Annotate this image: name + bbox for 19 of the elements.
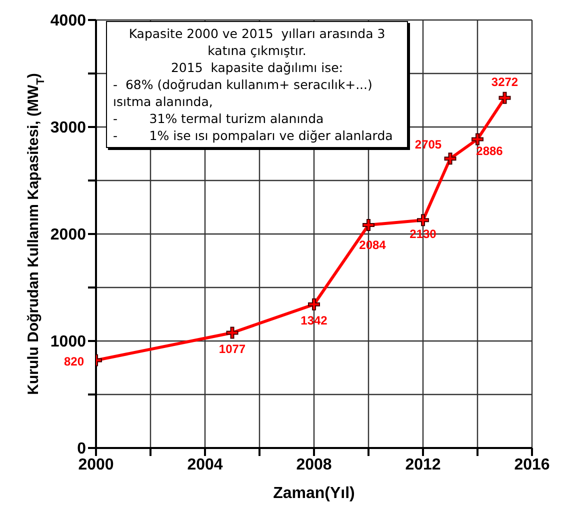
x-tick-label: 2016 (514, 456, 550, 474)
y-tick-label: 0 (77, 440, 86, 458)
y-tick-label: 1000 (50, 334, 86, 351)
annotation: 2015 kapasite dağılımı ise: (170, 59, 344, 76)
data-label: 820 (64, 354, 84, 368)
annotation: Kapasite 2000 ve 2015 yılları arasında 3 katına çıkmıştır. (128, 25, 386, 59)
x-tick-label: 2000 (78, 456, 114, 474)
annotation: - 68% (doğrudan kullanım+ seracılık+...) ısıtma alanında, (113, 76, 374, 110)
x-tick-label: 2012 (405, 456, 441, 474)
annotation: - 31% termal turizm alanında (113, 110, 325, 127)
annotation: - 1% ise ısı pompaları ve diğer alanlarda (113, 127, 394, 144)
data-label: 1077 (218, 342, 246, 356)
y-tick-label: 4000 (50, 12, 86, 30)
y-tick-label: 2000 (50, 226, 86, 244)
x-tick-label: 2004 (187, 456, 223, 474)
x-tick-label: 2008 (296, 456, 332, 474)
x-axis-title: Zaman(Yıl) (273, 485, 355, 502)
data-label: 3272 (491, 74, 518, 89)
y-tick-label: 3000 (50, 120, 86, 137)
